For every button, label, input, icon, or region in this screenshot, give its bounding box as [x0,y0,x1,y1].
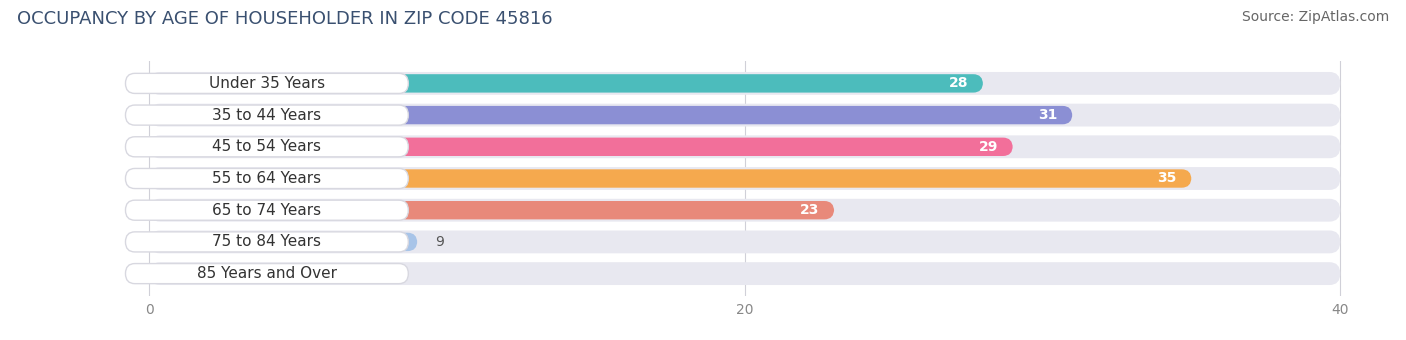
Text: 9: 9 [434,235,444,249]
FancyBboxPatch shape [149,167,1340,190]
Text: 29: 29 [979,140,998,154]
Text: 35 to 44 Years: 35 to 44 Years [212,107,322,123]
Text: Source: ZipAtlas.com: Source: ZipAtlas.com [1241,10,1389,24]
Text: 45 to 54 Years: 45 to 54 Years [212,139,322,154]
Text: 31: 31 [1038,108,1057,122]
FancyBboxPatch shape [149,201,834,219]
FancyBboxPatch shape [149,72,1340,95]
FancyBboxPatch shape [149,231,1340,253]
Text: OCCUPANCY BY AGE OF HOUSEHOLDER IN ZIP CODE 45816: OCCUPANCY BY AGE OF HOUSEHOLDER IN ZIP C… [17,10,553,28]
FancyBboxPatch shape [149,233,418,251]
FancyBboxPatch shape [149,199,1340,222]
FancyBboxPatch shape [125,264,408,284]
FancyBboxPatch shape [125,137,408,157]
FancyBboxPatch shape [149,106,1073,124]
Text: 75 to 84 Years: 75 to 84 Years [212,234,322,250]
FancyBboxPatch shape [149,265,269,283]
Text: Under 35 Years: Under 35 Years [209,76,325,91]
Text: 4: 4 [287,267,295,280]
FancyBboxPatch shape [125,73,408,94]
Text: 23: 23 [800,203,820,217]
FancyBboxPatch shape [149,135,1340,158]
FancyBboxPatch shape [149,138,1012,156]
Text: 65 to 74 Years: 65 to 74 Years [212,203,322,218]
FancyBboxPatch shape [149,104,1340,126]
FancyBboxPatch shape [125,232,408,252]
FancyBboxPatch shape [125,200,408,220]
FancyBboxPatch shape [149,74,983,92]
FancyBboxPatch shape [149,262,1340,285]
Text: 35: 35 [1157,171,1177,186]
Text: 55 to 64 Years: 55 to 64 Years [212,171,322,186]
FancyBboxPatch shape [149,169,1191,188]
FancyBboxPatch shape [125,105,408,125]
Text: 28: 28 [949,76,969,90]
FancyBboxPatch shape [125,168,408,189]
Text: 85 Years and Over: 85 Years and Over [197,266,337,281]
